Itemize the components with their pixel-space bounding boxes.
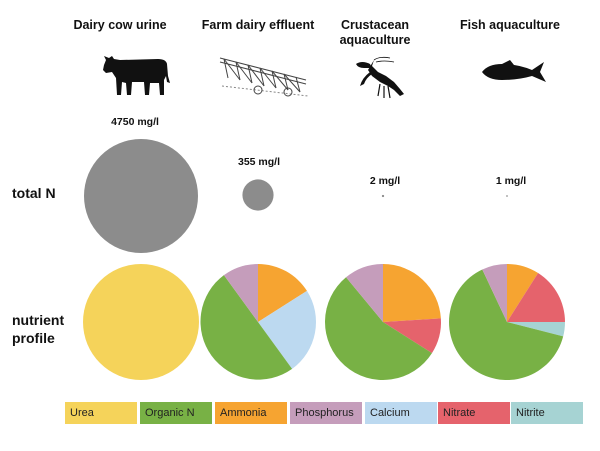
pie-slice-dairy-cow-urine-urea	[83, 264, 199, 380]
pie-slice-crustacean-aquaculture-nitrate	[383, 318, 442, 354]
column-title-fish-aquaculture: Fish aquaculture	[459, 18, 561, 32]
irrigator-icon	[219, 57, 309, 97]
cow-icon	[103, 56, 170, 95]
total-n-label-farm-dairy-effluent: 355 mg/l	[237, 156, 281, 168]
row-label-nutrient-profile: nutrient profile	[12, 312, 65, 346]
pie-slice-farm-dairy-effluent-organic-n	[200, 275, 293, 380]
total-n-bubble-crustacean-aquaculture	[381, 194, 385, 198]
legend-item-urea: Urea	[65, 402, 137, 424]
fish-icon	[482, 60, 546, 82]
legend-label-nitrite: Nitrite	[516, 407, 545, 419]
total-n-label-fish-aquaculture: 1 mg/l	[495, 175, 527, 187]
pie-slice-farm-dairy-effluent-ammonia	[258, 263, 307, 322]
pie-slice-fish-aquaculture-phosphorus	[482, 264, 507, 322]
legend-item-phosphorus: Phosphorus	[290, 402, 362, 424]
pie-slice-crustacean-aquaculture-ammonia	[383, 264, 441, 322]
row-label-total-n: total N	[12, 185, 56, 201]
crayfish-icon	[356, 56, 404, 99]
legend-item-nitrate: Nitrate	[438, 402, 510, 424]
legend-label-calcium: Calcium	[370, 407, 410, 419]
column-title-farm-dairy-effluent: Farm dairy effluent	[201, 18, 315, 32]
legend-label-urea: Urea	[70, 407, 94, 419]
pie-slice-farm-dairy-effluent-calcium	[258, 290, 316, 369]
pie-slice-crustacean-aquaculture-phosphorus	[346, 264, 383, 322]
legend-item-calcium: Calcium	[365, 402, 437, 424]
legend-label-phosphorus: Phosphorus	[295, 407, 354, 419]
legend-item-organic-n: Organic N	[140, 402, 212, 424]
legend-item-ammonia: Ammonia	[215, 402, 287, 424]
pie-slice-fish-aquaculture-ammonia	[507, 264, 539, 322]
total-n-label-crustacean-aquaculture: 2 mg/l	[369, 175, 401, 187]
pie-slice-fish-aquaculture-organic-n	[449, 269, 564, 380]
column-title-crustacean-aquaculture: Crustacean aquaculture	[339, 18, 411, 47]
total-n-bubble-fish-aquaculture	[506, 195, 508, 197]
legend-label-ammonia: Ammonia	[220, 407, 267, 419]
legend-item-nitrite: Nitrite	[511, 402, 583, 424]
legend-label-organic-n: Organic N	[145, 407, 195, 419]
column-title-dairy-cow-urine: Dairy cow urine	[73, 18, 167, 32]
pie-slice-fish-aquaculture-nitrate	[507, 273, 565, 322]
total-n-bubble-farm-dairy-effluent	[242, 179, 274, 211]
total-n-label-dairy-cow-urine: 4750 mg/l	[111, 116, 159, 128]
pie-slice-crustacean-aquaculture-organic-n	[325, 277, 432, 380]
pie-slice-farm-dairy-effluent-phosphorus	[223, 264, 258, 322]
legend-label-nitrate: Nitrate	[443, 407, 476, 419]
pie-slice-fish-aquaculture-nitrite	[507, 322, 565, 337]
total-n-bubble-dairy-cow-urine	[84, 139, 198, 253]
